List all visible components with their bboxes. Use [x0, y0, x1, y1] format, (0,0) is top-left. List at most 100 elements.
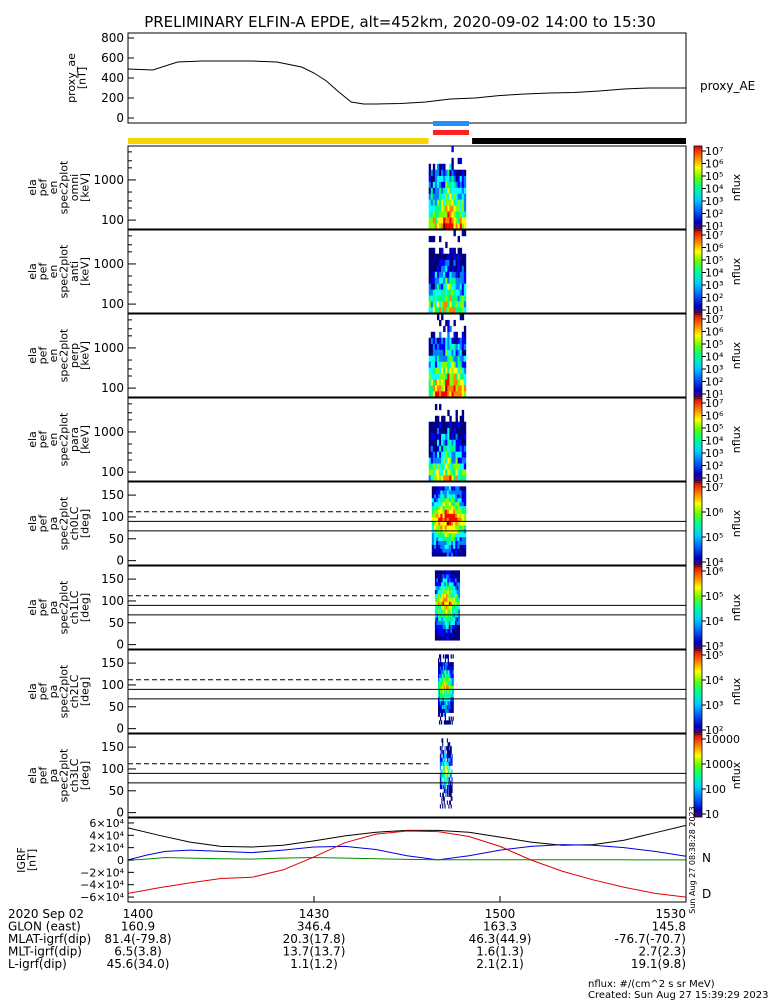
energy-cell — [428, 373, 432, 380]
energy-cell — [434, 253, 438, 260]
pitch-cell — [453, 517, 456, 522]
pitch-cell — [450, 788, 452, 794]
energy-cell — [455, 445, 458, 452]
energy-cell — [445, 199, 448, 206]
pitch-cell — [455, 513, 458, 518]
energy-ylabel-line: para — [68, 427, 81, 452]
pitch-cell — [445, 654, 448, 659]
energy-cell — [434, 427, 438, 434]
energy-cell — [439, 379, 442, 386]
pitch-cell — [463, 536, 467, 542]
info-row-label: L-igrf(dip) — [8, 957, 67, 971]
pitch-cell — [445, 662, 448, 667]
pitch-cell — [446, 540, 450, 545]
pitch-cell — [436, 589, 439, 594]
energy-cell — [428, 283, 432, 290]
status-segment — [472, 138, 686, 144]
pitch-cell — [446, 486, 450, 491]
info-row-value: 1530 — [655, 907, 686, 921]
pitch-ytick-label: 150 — [101, 656, 124, 670]
pitch-cell — [448, 685, 450, 690]
pitch-cell — [439, 804, 441, 809]
energy-cell — [445, 265, 448, 272]
energy-cell — [459, 421, 463, 428]
pitch-cell — [436, 494, 439, 499]
pitch-cell — [440, 498, 443, 503]
pitch-cell — [445, 574, 448, 579]
pitch-cell — [455, 632, 457, 637]
energy-cell — [449, 205, 452, 212]
pitch-cell — [445, 632, 448, 637]
energy-cell — [451, 445, 454, 452]
energy-cell — [457, 391, 460, 398]
energy-cell — [457, 277, 460, 284]
pitch-cell — [436, 486, 439, 491]
pitch-cell — [447, 708, 449, 713]
energy-cell — [453, 187, 456, 194]
pitch-cell — [451, 624, 454, 629]
energy-cell — [443, 199, 446, 206]
pitch-cell — [434, 570, 437, 575]
pitch-cell — [438, 490, 441, 495]
pitch-cell — [449, 708, 451, 713]
pitch-cell — [453, 498, 456, 503]
energy-cell — [443, 223, 446, 230]
energy-cell — [453, 463, 456, 470]
energy-cell — [449, 433, 452, 440]
energy-cell — [439, 421, 442, 428]
pitch-cell — [446, 746, 448, 751]
pitch-cell — [441, 681, 444, 686]
energy-cell — [432, 199, 436, 206]
energy-cell — [449, 301, 452, 308]
pitch-cell — [450, 616, 453, 622]
pitch-cell — [451, 673, 453, 678]
pitch-cell — [445, 578, 448, 583]
colorbar-tick-label: 10⁵ — [705, 422, 723, 435]
energy-cell — [449, 163, 452, 171]
pitch-cell — [431, 536, 435, 542]
pitch-cell — [443, 800, 445, 805]
pitch-cell — [453, 616, 456, 622]
pitch-cell — [450, 494, 454, 499]
pitch-cell — [459, 501, 462, 507]
pitch-cell — [439, 654, 442, 659]
pitch-cell — [448, 605, 451, 610]
energy-cell — [463, 469, 467, 476]
pitch-cell — [455, 494, 458, 499]
energy-cell — [439, 307, 442, 314]
energy-cell — [441, 265, 444, 272]
pitch-angle-spectrogram-panels: 050100150elapefpaspec2plotch0LC[deg]0501… — [26, 481, 687, 820]
energy-cell — [459, 415, 463, 423]
pitch-cell — [458, 605, 460, 610]
energy-cell — [459, 223, 463, 230]
pitch-cell — [448, 582, 451, 587]
energy-cell — [453, 199, 456, 206]
pitch-cell — [453, 525, 456, 530]
energy-cell — [441, 307, 444, 314]
pitch-cell — [438, 574, 440, 579]
energy-cell — [457, 337, 460, 344]
info-row-value: 346.4 — [297, 920, 331, 934]
pitch-cell — [438, 486, 441, 491]
energy-cell — [428, 475, 432, 482]
pitch-cell — [450, 536, 454, 542]
energy-cell — [447, 307, 450, 314]
pitch-cell — [449, 753, 452, 759]
pitch-cell — [446, 681, 448, 686]
pitch-cell — [441, 570, 443, 575]
energy-cell — [428, 259, 432, 266]
energy-cell — [459, 283, 463, 290]
pitch-ytick-label: 0 — [116, 638, 124, 652]
pitch-cell — [458, 585, 460, 591]
pitch-cell — [439, 757, 441, 762]
pitch-cell — [438, 570, 440, 575]
pitch-cell — [442, 486, 445, 491]
pitch-cell — [439, 773, 441, 778]
energy-cell — [443, 295, 446, 302]
pitch-cell — [455, 521, 458, 526]
energy-cell — [434, 379, 438, 386]
energy-cell — [449, 361, 452, 368]
pitch-ytick-label: 150 — [101, 488, 124, 502]
pitch-cell — [463, 498, 467, 503]
pitch-cell — [448, 525, 452, 530]
